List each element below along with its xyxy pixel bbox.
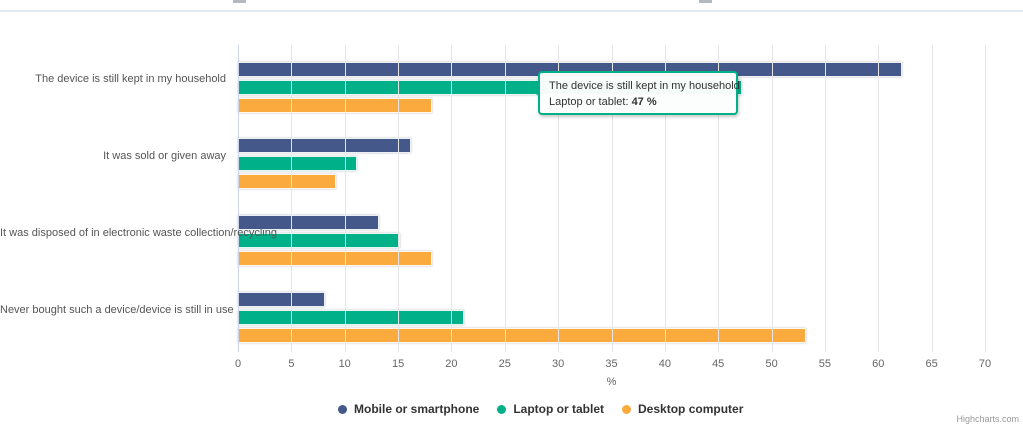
- x-tick-label: 65: [925, 358, 938, 370]
- x-tick-label: 25: [498, 358, 511, 370]
- tooltip-value: 47 %: [631, 96, 657, 108]
- highcharts-credit-link[interactable]: Highcharts.com: [956, 414, 1019, 424]
- x-axis-title: %: [606, 376, 617, 388]
- x-tick-label: 10: [338, 358, 351, 370]
- bar-desktop-computer[interactable]: [238, 174, 336, 190]
- gridline: [344, 45, 346, 352]
- page-chrome-fragment: [233, 0, 246, 3]
- legend-item-mobile-or-smartphone[interactable]: Mobile or smartphone: [338, 402, 479, 416]
- legend-marker-icon: [622, 404, 632, 414]
- bar-laptop-or-tablet[interactable]: [238, 156, 358, 172]
- legend-item-desktop-computer[interactable]: Desktop computer: [622, 402, 743, 416]
- gridline: [504, 45, 506, 352]
- x-tick-label: 5: [288, 358, 295, 370]
- gridline: [451, 45, 453, 352]
- top-divider: [0, 10, 1023, 12]
- x-tick-label: 30: [551, 358, 565, 370]
- x-tick-label: 45: [712, 358, 725, 370]
- legend-label: Laptop or tablet: [513, 402, 605, 416]
- gridline: [771, 45, 773, 352]
- gridline: [878, 45, 880, 352]
- legend-marker-icon: [497, 404, 507, 414]
- category-label: Never bought such a device/device is sti…: [0, 303, 234, 316]
- bar-desktop-computer[interactable]: [238, 327, 806, 343]
- tooltip-pointer: [530, 84, 539, 96]
- gridline: [718, 45, 720, 352]
- bar-mobile-or-smartphone[interactable]: [238, 291, 326, 307]
- category-label: The device is still kept in my household: [35, 73, 226, 86]
- legend-marker-icon: [338, 404, 347, 414]
- legend-item-laptop-or-tablet[interactable]: Laptop or tablet: [497, 402, 604, 416]
- category-axis-line: [238, 45, 239, 352]
- gridline: [291, 45, 293, 352]
- tooltip-header: The device is still kept in my household: [549, 80, 740, 92]
- category-label: It was disposed of in electronic waste c…: [0, 226, 277, 239]
- tooltip-series-label: Laptop or tablet:: [549, 96, 632, 108]
- x-tick-label: 60: [872, 358, 885, 370]
- bar-desktop-computer[interactable]: [238, 251, 433, 266]
- page-chrome-fragment: [699, 0, 712, 3]
- chart-tooltip: The device is still kept in my household…: [538, 71, 740, 115]
- bar-laptop-or-tablet[interactable]: [238, 309, 465, 325]
- gridline: [611, 45, 613, 352]
- gridline: [985, 45, 986, 352]
- x-tick-label: 55: [818, 358, 832, 370]
- x-tick-label: 0: [234, 358, 242, 370]
- x-tick-label: 50: [765, 358, 778, 370]
- category-label: It was sold or given away: [103, 150, 226, 163]
- gridline: [558, 45, 560, 352]
- tooltip-body: Laptop or tablet: 47 %: [549, 94, 727, 110]
- x-tick-label: 35: [605, 358, 618, 370]
- bar-desktop-computer[interactable]: [238, 97, 433, 113]
- x-tick-label: 40: [658, 358, 672, 370]
- chart-legend: Mobile or smartphone Laptop or tablet Desk…: [338, 402, 743, 416]
- gridline: [931, 45, 933, 352]
- x-tick-label: 70: [978, 358, 992, 370]
- gridline: [824, 45, 826, 352]
- gridline: [664, 45, 666, 352]
- bar-mobile-or-smartphone[interactable]: [238, 138, 411, 154]
- legend-label: Mobile or smartphone: [354, 402, 480, 416]
- x-tick-label: 15: [391, 358, 405, 370]
- gridline: [398, 45, 400, 352]
- x-tick-label: 20: [445, 358, 458, 370]
- legend-label: Desktop computer: [638, 402, 744, 416]
